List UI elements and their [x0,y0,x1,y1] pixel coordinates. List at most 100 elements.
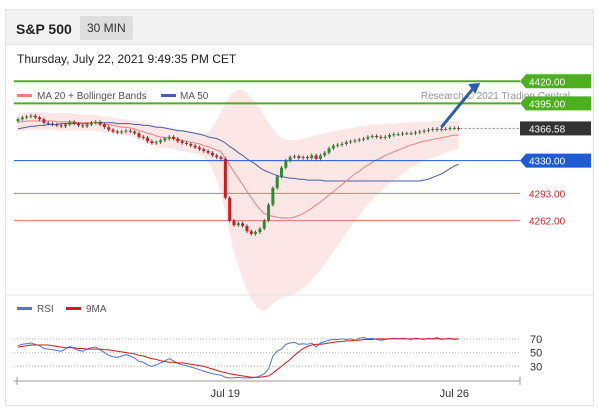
rsi-legend-label: RSI [37,304,54,315]
candle-body [357,139,361,141]
candle-body [413,132,417,134]
candle-body [76,123,80,126]
pivot-label: 4330.00 [529,157,566,168]
forecast-arrow-head [468,83,481,95]
candle-body [249,231,253,234]
candle-body [284,160,288,168]
rsi-tick-label: 30 [530,361,542,373]
candle-body [258,228,262,233]
candle-body [418,131,422,133]
candle-body [98,121,102,125]
candle-body [163,138,167,141]
candle-body [215,155,219,158]
candle-body [396,134,400,136]
candle-body [267,204,271,221]
candle-body [452,128,456,130]
chart-widget: S&P 500 30 MIN Thursday, July 22, 2021 9… [5,9,594,406]
candle-body [275,176,279,189]
rsi-line [17,336,459,379]
candle-body [46,122,50,124]
candle-body [431,128,435,130]
candle-body [297,156,301,159]
ma20-legend-label: MA 20 + Bollinger Bands [37,91,147,102]
candle-body [392,134,396,136]
candle-body [64,124,68,127]
candle-body [137,133,141,137]
candle-body [223,158,227,198]
candle-body [379,136,383,138]
candle-body [314,155,318,159]
candle-body [280,167,284,177]
chart-datetime: Thursday, July 22, 2021 9:49:35 PM CET [17,52,237,66]
candle-body [184,143,188,145]
candle-body [288,157,292,161]
resistance-label: 4420.00 [529,77,566,88]
rsi-tick-label: 50 [530,348,542,360]
candle-body [340,143,344,145]
candle-body [193,145,197,148]
rsi-legend-swatch [17,307,32,310]
candle-body [167,136,171,139]
candle-body [444,128,448,130]
candle-body [426,129,430,131]
current-price-label: 4366.58 [529,124,566,135]
candle-body [292,156,296,158]
candle-body [154,142,158,144]
bollinger-band-area [18,90,459,312]
x-tick-label: Jul 19 [211,388,240,400]
candle-body [33,115,37,118]
candle-body [310,155,314,159]
candle-body [38,117,42,120]
candle-body [353,140,357,142]
support-label: 4293.00 [529,189,566,200]
candle-body [29,115,33,117]
candle-body [115,131,119,133]
candle-body [85,124,89,127]
candle-body [232,220,236,226]
rsi-ma-legend-swatch [66,307,81,310]
candle-body [336,144,340,146]
candle-body [210,152,214,156]
candle-body [422,130,426,132]
ma50-legend-swatch [161,94,176,97]
candle-body [102,124,106,128]
candle-body [262,220,266,229]
candle-body [133,131,137,134]
candle-body [327,148,331,153]
rsi-ma-legend-label: 9MA [86,304,107,315]
candle-body [42,119,46,123]
candle-body [370,135,374,137]
candle-body [51,123,55,125]
candle-body [383,136,387,138]
current-price-tag [520,121,591,136]
candle-body [81,125,85,127]
candle-body [124,130,128,132]
candle-body [301,157,305,159]
candle-body [180,141,184,144]
candle-body [388,135,392,137]
candle-body [241,223,245,226]
candle-body [323,152,327,156]
candle-body [16,119,20,121]
timeframe-button[interactable]: 30 MIN [80,16,133,40]
candle-body [89,122,93,125]
candle-body [197,147,201,150]
candle-body [128,130,132,132]
candle-body [448,128,452,130]
candle-body [457,128,461,130]
candle-body [146,137,150,142]
candle-body [344,142,348,144]
credit-text: Research © 2021 Trading Central [421,91,570,102]
candle-body [55,124,59,126]
candle-body [254,232,258,234]
candle-body [176,138,180,142]
candle-body [318,155,322,159]
price-panel: MA 20 + Bollinger Bands MA 50 Research © 2… [6,74,593,312]
candle-body [405,133,409,135]
candle-body [150,141,154,144]
candle-body [375,135,379,137]
resistance-tag [520,74,591,89]
resistance-tag [520,96,591,111]
candle-body [72,121,76,124]
